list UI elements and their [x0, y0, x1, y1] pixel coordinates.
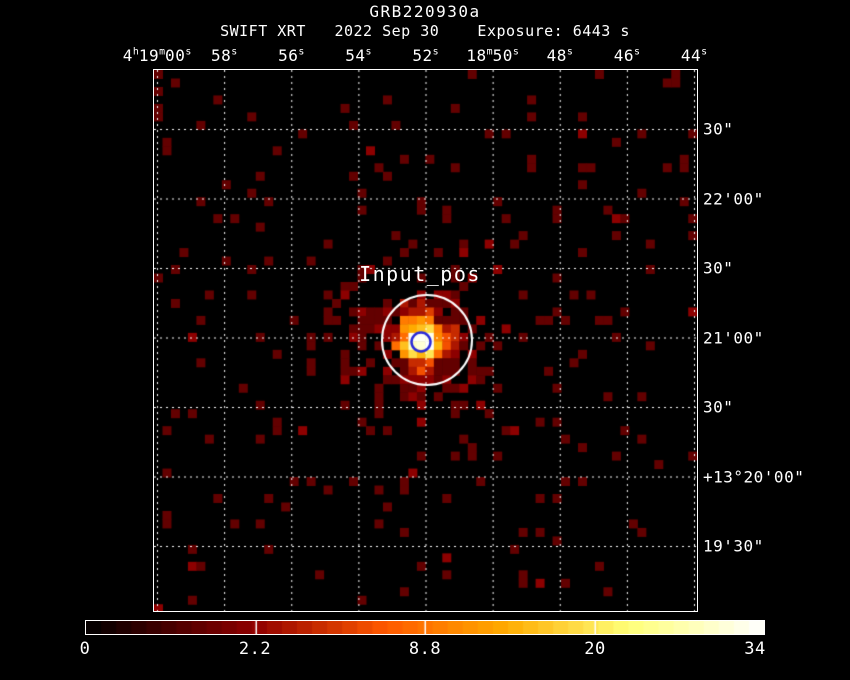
colorbar-tick-label: 34 [744, 639, 766, 659]
ra-tick-label: 52s [412, 46, 439, 65]
ra-tick-label: 58s [211, 46, 238, 65]
colorbar-tick-label: 20 [584, 639, 606, 659]
colorbar-frame [85, 620, 765, 635]
colorbar-tick-label: 0 [79, 639, 91, 659]
dec-tick-label: +13°20'00" [703, 467, 805, 486]
observation-info: SWIFT XRT 2022 Sep 30 Exposure: 6443 s [220, 22, 630, 40]
ra-tick-label: 46s [613, 46, 640, 65]
dec-tick-label: 30" [703, 119, 734, 139]
plot-frame: Input_pos [153, 69, 698, 612]
source-position-label: Input_pos [359, 262, 481, 286]
page-title: GRB220930a [369, 2, 481, 21]
colorbar-tick-label: 2.2 [238, 639, 272, 659]
ra-tick-label: 18m50s [466, 46, 519, 65]
ra-tick-label: 54s [345, 46, 372, 65]
dec-tick-label: 30" [703, 397, 734, 417]
ra-tick-label: 48s [546, 46, 573, 65]
colorbar-canvas [86, 621, 764, 634]
ra-tick-label: 56s [278, 46, 305, 65]
ra-tick-label: 4h19m00s [122, 46, 192, 65]
dec-tick-label: 21'00" [703, 328, 764, 347]
dec-tick-label: 19'30" [703, 536, 764, 556]
xray-image-canvas [154, 70, 697, 611]
dec-tick-label: 30" [703, 258, 734, 278]
ra-tick-label: 44s [680, 46, 708, 65]
colorbar-tick-label: 8.8 [408, 639, 442, 659]
dec-tick-label: 22'00" [703, 189, 764, 208]
